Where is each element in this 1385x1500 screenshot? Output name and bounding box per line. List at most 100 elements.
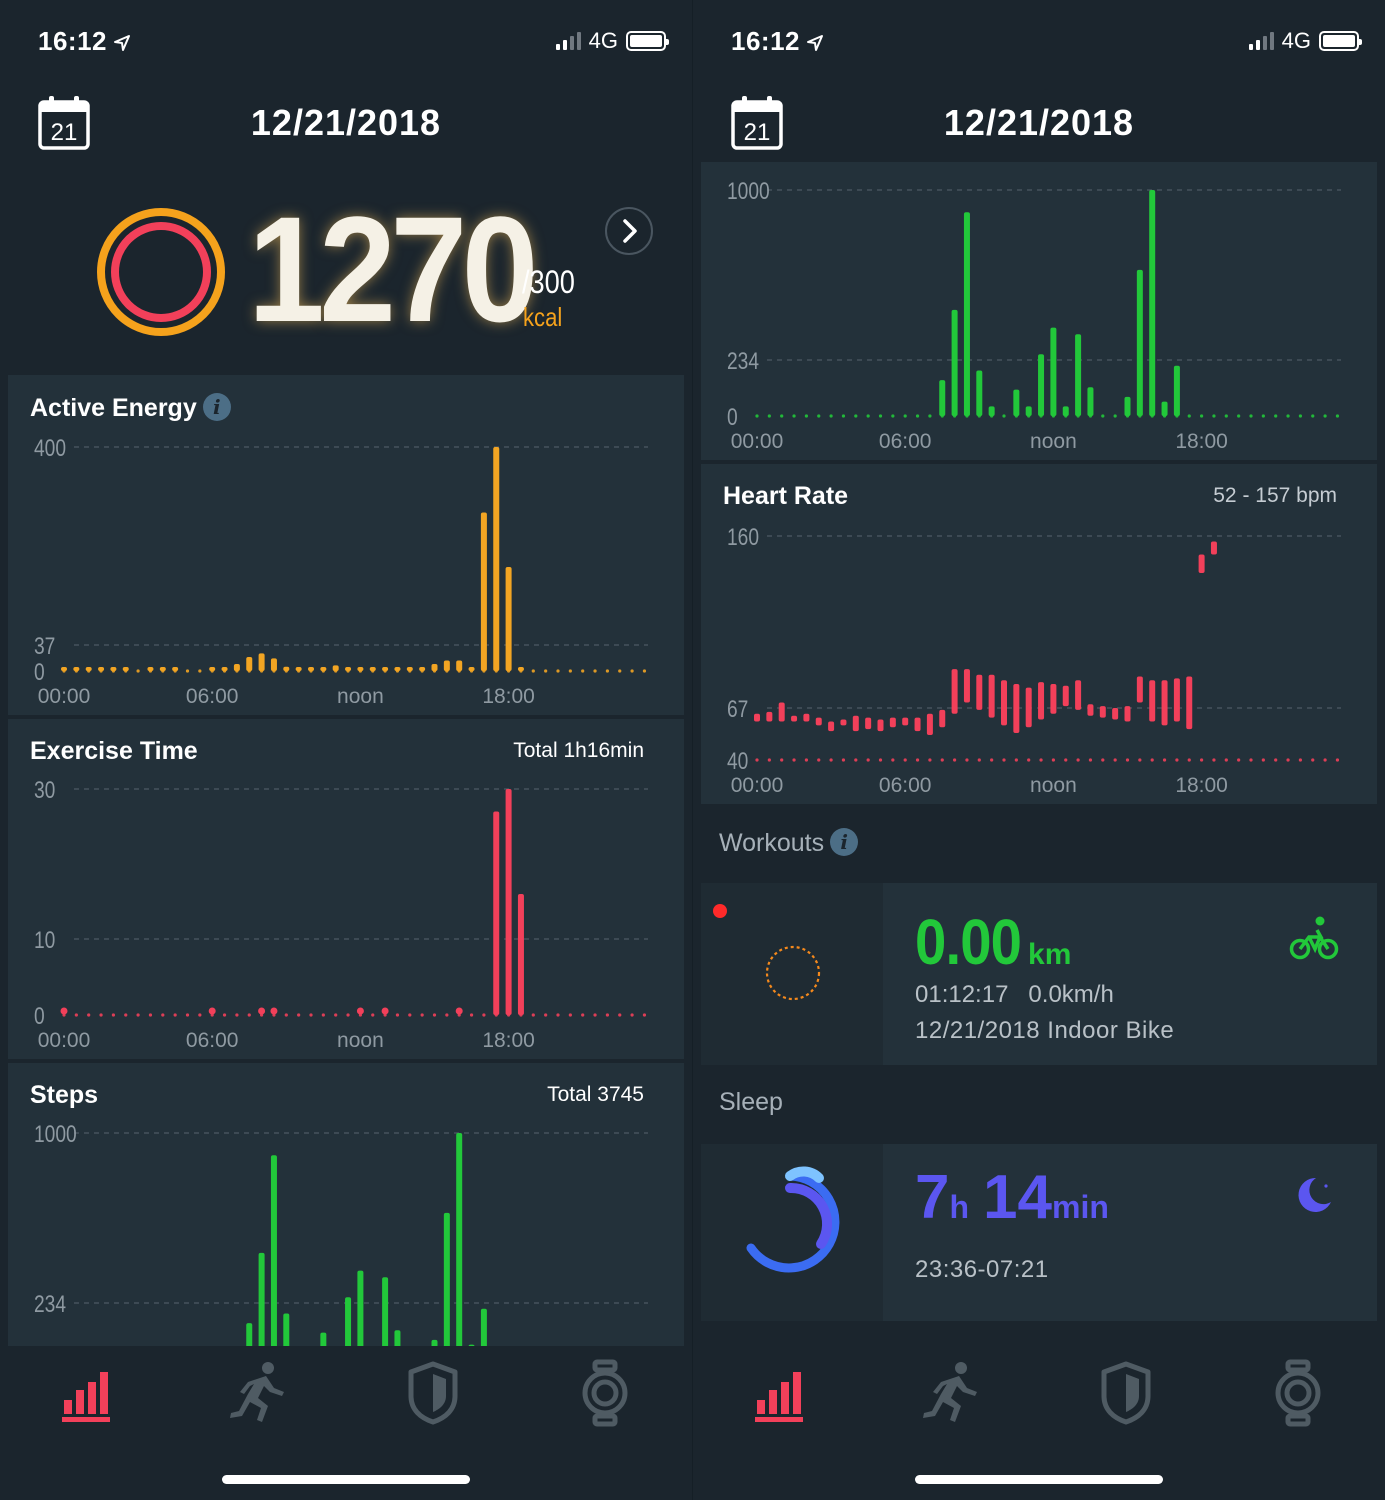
tab-device[interactable]: [565, 1358, 645, 1428]
workout-distance: 0.00 km: [915, 905, 1071, 979]
baseline-dot: [482, 1013, 486, 1017]
baseline-dot: [618, 669, 622, 673]
chart-bar: [382, 1277, 389, 1346]
baseline-dot: [1162, 758, 1167, 762]
heart-rate-card[interactable]: 160 67 40 00:00 06:00 noon 18:00 Heart Rate 52…: [701, 464, 1377, 804]
status-bar: 16:12 4G: [38, 24, 669, 60]
baseline-dot: [1323, 758, 1327, 762]
heart-rate-bar: [926, 713, 933, 735]
chart-bar: [1136, 269, 1143, 416]
distance-unit: km: [1028, 938, 1072, 971]
chart-bar: [98, 667, 105, 671]
chart-bar: [258, 1252, 265, 1346]
chart-marker: [270, 1007, 278, 1015]
sleep-card[interactable]: 7h 14min 23:36-07:21: [701, 1144, 1377, 1321]
heart-rate-bar: [1198, 554, 1205, 573]
baseline-dot: [235, 1013, 239, 1017]
exercise-total: Total 1h16min: [513, 739, 644, 762]
baseline-dot: [408, 1013, 412, 1017]
home-indicator[interactable]: [222, 1475, 470, 1484]
chart-bar: [1025, 406, 1032, 416]
exercise-time-card[interactable]: 30 10 0 00:00 06:00 noon 18:00 Exercise Time T…: [8, 719, 684, 1059]
baseline-dot: [1187, 758, 1191, 762]
home-indicator[interactable]: [915, 1475, 1163, 1484]
steps-card[interactable]: 1000 234 0 00:00 06:00 noon 18:00: [701, 162, 1377, 460]
baseline-dot: [903, 758, 907, 762]
chart-bar: [963, 212, 970, 416]
chart-marker: [60, 1007, 68, 1015]
baseline-dot: [74, 1013, 78, 1017]
network-label: 4G: [1281, 28, 1311, 53]
heart-rate-bar: [1210, 541, 1217, 555]
chart-bar: [976, 370, 983, 416]
tab-workout[interactable]: [218, 1358, 298, 1428]
heart-rate-bar: [1001, 680, 1007, 726]
chart-bar: [1087, 387, 1094, 416]
chart-bar: [456, 660, 463, 671]
baseline-dot: [581, 1013, 585, 1017]
moon-icon[interactable]: [1291, 1172, 1337, 1218]
chart-bar: [345, 1297, 352, 1346]
tab-health[interactable]: [1086, 1358, 1166, 1428]
y-tick-label: 30: [34, 776, 55, 804]
heart-rate-bar: [840, 719, 847, 726]
chart-bar: [61, 667, 67, 671]
heart-rate-bar: [1124, 706, 1131, 722]
x-tick-label: 06:00: [879, 430, 932, 453]
heart-rate-bar: [976, 674, 983, 710]
shield-icon: [1101, 1361, 1151, 1425]
info-icon[interactable]: i: [202, 393, 231, 421]
chart-bar: [295, 667, 302, 671]
tab-health[interactable]: [393, 1358, 473, 1428]
page-title: 12/21/2018: [250, 102, 442, 143]
heart-rate-bar: [1038, 682, 1045, 720]
chart-bar: [456, 1133, 463, 1346]
calendar-icon[interactable]: 21: [38, 94, 90, 150]
y-tick-label: 1000: [727, 177, 770, 205]
baseline-dot: [630, 1013, 634, 1017]
baseline-dot: [780, 758, 784, 762]
baseline-dot: [605, 1013, 610, 1017]
chart-bar: [493, 447, 500, 671]
bar-chart-icon: [755, 1372, 803, 1422]
baseline-dot: [185, 669, 190, 673]
tab-workout[interactable]: [911, 1358, 991, 1428]
chart-bar: [221, 667, 228, 671]
baseline-dot: [792, 414, 796, 418]
info-icon[interactable]: i: [830, 828, 859, 856]
x-tick-label: 18:00: [482, 685, 535, 708]
baseline-dot: [1064, 758, 1068, 762]
y-tick-label: 400: [34, 434, 66, 462]
tab-stats[interactable]: [739, 1358, 819, 1428]
tab-device[interactable]: [1258, 1358, 1338, 1428]
distance-value: 0.00: [915, 906, 1022, 978]
chart-bar: [480, 512, 487, 671]
workout-card[interactable]: 0.00 km 01:12:17 0.0km/h 12/21/2018 Indo…: [701, 883, 1377, 1065]
chart-bar: [1124, 396, 1131, 416]
chevron-right-icon[interactable]: [604, 206, 654, 256]
x-tick-label: noon: [1030, 430, 1077, 453]
heart-rate-bar: [988, 674, 995, 718]
baseline-dot: [1286, 758, 1290, 762]
baseline-dot: [841, 414, 846, 418]
baseline-dot: [1261, 414, 1265, 418]
active-energy-card[interactable]: 400 37 0 00:00 06:00 noon 18:00 Active Energy i: [8, 375, 684, 715]
baseline-dot: [940, 758, 944, 762]
chart-marker: [208, 1007, 216, 1015]
baseline-dot: [593, 669, 597, 673]
heart-rate-bar: [1173, 678, 1180, 722]
bike-icon[interactable]: [1289, 915, 1339, 961]
baseline-dot: [395, 1013, 400, 1017]
workout-date-type: 12/21/2018 Indoor Bike: [915, 1017, 1175, 1044]
calendar-icon[interactable]: 21: [731, 94, 783, 150]
baseline-dot: [445, 1013, 449, 1017]
battery-icon: [626, 31, 669, 51]
tab-stats[interactable]: [46, 1358, 126, 1428]
header: 21 12/21/2018: [0, 90, 692, 160]
chart-bar: [270, 658, 277, 671]
baseline-dot: [903, 414, 907, 418]
y-tick-label: 40: [727, 747, 748, 775]
heart-rate-bar: [1087, 704, 1094, 716]
chart-bar: [443, 660, 450, 671]
